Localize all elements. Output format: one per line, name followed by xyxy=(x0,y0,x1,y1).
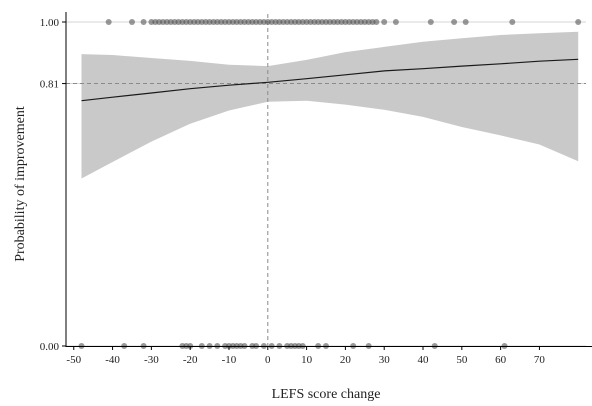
point-outcome-1-67 xyxy=(509,19,516,25)
reference-lines xyxy=(66,14,586,346)
point-outcome-1-2 xyxy=(140,19,147,25)
x-tick-label-11: 60 xyxy=(495,354,507,366)
x-tick-label-12: 70 xyxy=(534,354,546,366)
y-tick-label-1: 0.81 xyxy=(40,79,59,91)
x-tick-label-1: -40 xyxy=(105,354,120,366)
x-tick-label-5: 0 xyxy=(265,354,271,366)
axes xyxy=(65,12,592,347)
y-axis-title: Probability of improvement xyxy=(13,106,28,262)
y-tick-label-0: 0.00 xyxy=(40,341,60,353)
x-axis-title: LEFS score change xyxy=(272,387,381,402)
x-tick-label-6: 10 xyxy=(301,354,313,366)
point-outcome-1-63 xyxy=(392,19,399,25)
point-outcome-1-0 xyxy=(105,19,112,25)
tick-labels: -50 -40 -30 -20 -10 0 10 20 30 40 50 60 70 0.00 0.81 1.… xyxy=(40,17,546,366)
x-tick-label-0: -50 xyxy=(66,354,81,366)
x-tick-label-3: -20 xyxy=(183,354,198,366)
fitted-line-group xyxy=(81,58,579,102)
point-outcome-1-62 xyxy=(381,19,388,25)
fitted-line xyxy=(81,58,579,102)
y-tick-label-2: 1.00 xyxy=(40,17,60,29)
point-outcome-1-61 xyxy=(373,19,380,25)
x-tick-label-4: -10 xyxy=(222,354,237,366)
x-tick-label-8: 30 xyxy=(379,354,391,366)
point-outcome-1-65 xyxy=(451,19,458,25)
x-tick-label-7: 20 xyxy=(340,354,352,366)
confidence-band xyxy=(81,31,579,179)
point-outcome-1-64 xyxy=(427,19,434,25)
point-outcome-1-1 xyxy=(129,19,135,25)
x-tick-label-9: 40 xyxy=(418,354,430,366)
x-tick-label-2: -30 xyxy=(144,354,159,366)
confidence-band-group xyxy=(81,31,579,179)
point-outcome-1-66 xyxy=(462,19,469,25)
point-outcome-1-68 xyxy=(575,19,582,25)
x-tick-label-10: 50 xyxy=(456,354,468,366)
